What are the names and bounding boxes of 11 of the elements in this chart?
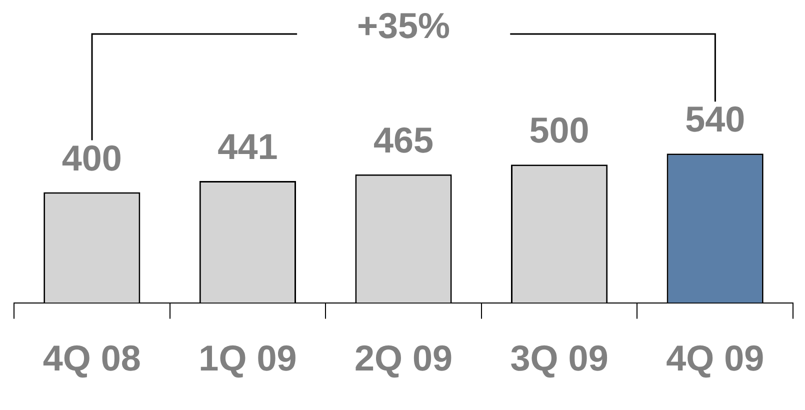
x-tick-label: 1Q 09: [198, 337, 297, 378]
data-label: 465: [373, 119, 434, 160]
x-tick-label: 4Q 09: [666, 337, 764, 378]
data-label: 500: [529, 110, 590, 151]
data-label: 540: [685, 98, 746, 140]
x-tick-label: 2Q 09: [354, 337, 453, 378]
x-tick-label: 3Q 09: [510, 337, 608, 378]
data-label: 400: [62, 137, 122, 178]
text: +35%: [356, 4, 450, 46]
x-tick-label: 4Q 08: [42, 337, 141, 378]
data-label: 441: [218, 126, 278, 167]
